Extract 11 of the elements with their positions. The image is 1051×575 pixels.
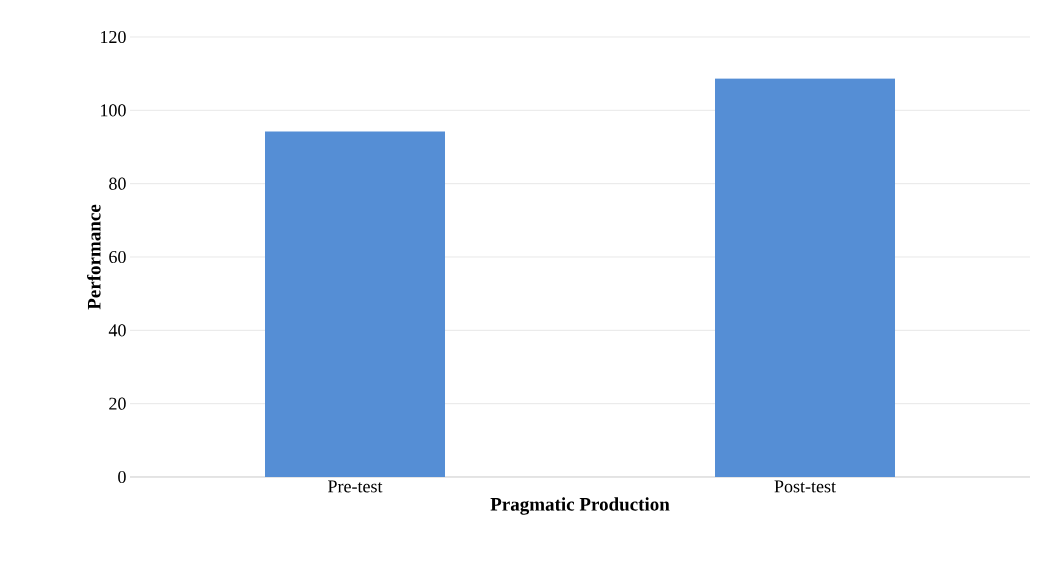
y-tick-label: 60 bbox=[109, 250, 126, 264]
y-tick-label: 40 bbox=[108, 324, 126, 337]
y-tick-label: 120 bbox=[101, 30, 126, 44]
y-axis-title: Performance bbox=[87, 204, 101, 310]
y-tick-label: 0 bbox=[118, 470, 126, 484]
y-tick-label: 80 bbox=[109, 177, 126, 190]
y-tick-label: 100 bbox=[101, 104, 126, 117]
y-tick-label: 20 bbox=[109, 397, 126, 410]
x-tick-label: Post-test bbox=[774, 480, 836, 493]
x-axis-title: Pragmatic Production bbox=[490, 497, 670, 515]
x-tick-label: Pre-test bbox=[328, 480, 383, 493]
